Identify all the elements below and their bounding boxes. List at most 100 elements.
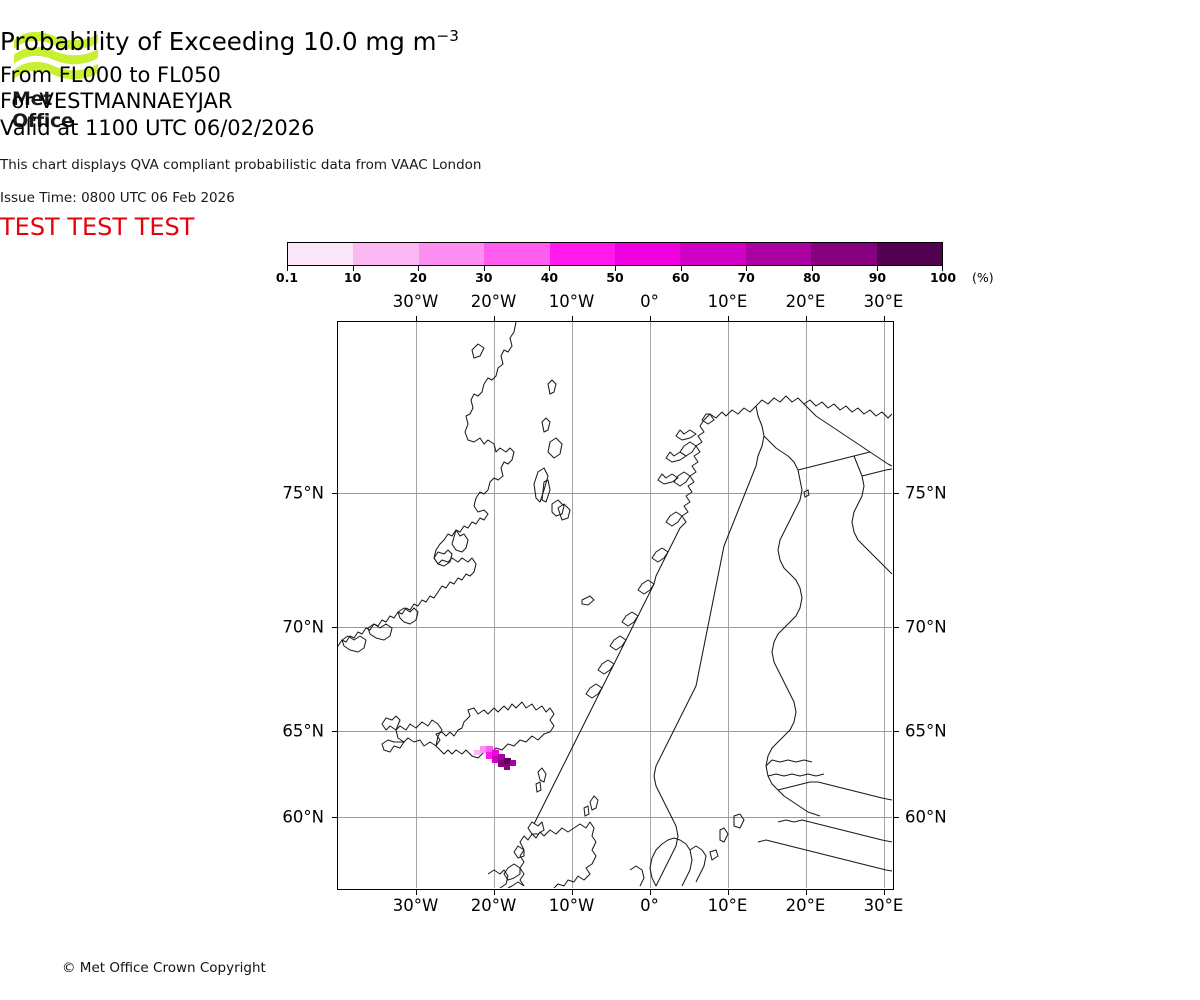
lat-tick-left-3 [332,816,337,818]
colorbar-band-2 [418,243,485,265]
colorbar-band-8 [811,243,877,265]
lat-tick-right-0 [894,492,899,494]
colorbar-label-20: 20 [409,270,427,285]
page-title-text: Probability of Exceeding 10.0 mg m [0,27,437,56]
lon-label-top-3: 0° [640,292,659,311]
valid-time: Valid at 1100 UTC 06/02/2026 [0,116,315,140]
lon-tick-top-4 [727,316,729,321]
colorbar-tick-40 [549,266,551,271]
lon-label-bottom-4: 10°E [707,896,748,915]
coastline-greenland [338,322,571,653]
lon-tick-top-5 [805,316,807,321]
lon-label-top-2: 10°W [548,292,595,311]
test-banner: TEST TEST TEST [0,213,195,241]
lon-tick-bottom-1 [493,890,495,895]
colorbar-label-70: 70 [737,270,755,285]
lon-tick-bottom-5 [805,890,807,895]
colorbar-band-3 [484,243,550,265]
colorbar-label-10: 10 [343,270,362,285]
lon-label-bottom-6: 30°E [863,896,904,915]
coastline-faroe-islands [583,795,599,817]
lat-label-left-3: 60°N [282,807,324,826]
logo-wordmark: Met Office [12,88,74,132]
lat-label-right-2: 65°N [905,721,947,740]
colorbar-band-4 [549,243,616,265]
lon-label-top-4: 10°E [707,292,748,311]
lat-label-left-0: 75°N [282,483,324,502]
colorbar-tick-80 [811,266,813,271]
coastline-scandinavia-baltic [629,403,892,887]
graticule-grid [338,322,892,888]
coastline-bear-island [803,489,810,498]
lon-label-bottom-2: 10°W [548,896,595,915]
volcano-name: For VESTMANNAEYJAR [0,89,233,113]
lon-tick-top-0 [415,316,417,321]
page-title: Probability of Exceeding 10.0 mg m−3 [0,27,1200,57]
lon-tick-bottom-0 [415,890,417,895]
lon-label-bottom-3: 0° [640,896,659,915]
colorbar-tick-20 [418,266,420,271]
lon-label-bottom-5: 20°E [785,896,826,915]
colorbar-band-1 [353,243,419,265]
map-plot-area[interactable] [337,321,894,890]
lat-tick-left-1 [332,626,337,628]
colorbar-label-80: 80 [803,270,821,285]
qva-compliance-note: This chart displays QVA compliant probab… [0,157,482,173]
lat-tick-right-2 [894,730,899,732]
colorbar-tick-0.1 [287,266,288,271]
ash-plume-overlay [474,746,516,770]
colorbar-tick-60 [680,266,682,271]
colorbar-band-9 [876,243,943,265]
lon-tick-bottom-6 [883,890,885,895]
lat-label-left-1: 70°N [282,617,324,636]
met-office-logo: Met Office [12,28,112,132]
lat-tick-right-1 [894,626,899,628]
lat-tick-left-2 [332,730,337,732]
colorbar-label-40: 40 [540,270,559,285]
flight-level-range: From FL000 to FL050 [0,63,221,87]
issue-time: Issue Time: 0800 UTC 06 Feb 2026 [0,190,235,206]
colorbar-gradient [287,242,943,266]
lon-label-bottom-0: 30°W [392,896,439,915]
lon-label-top-5: 20°E [785,292,826,311]
coastline-norway [533,395,892,825]
colorbar-tick-10 [352,266,354,271]
colorbar-tick-100 [942,266,943,271]
colorbar-units-label: (%) [972,270,994,285]
colorbar-tick-70 [746,266,748,271]
lon-label-top-0: 30°W [392,292,439,311]
colorbar-band-5 [615,243,681,265]
lat-label-right-0: 75°N [905,483,947,502]
lat-label-right-1: 70°N [905,617,947,636]
lon-tick-bottom-3 [649,890,651,895]
colorbar-band-7 [745,243,812,265]
lon-label-top-6: 30°E [863,292,904,311]
colorbar-label-100: 100 [929,270,957,285]
colorbar-band-6 [680,243,746,265]
colorbar-label-60: 60 [671,270,690,285]
probability-colorbar: 0.1 10 20 30 40 50 60 70 80 90 100 [276,242,956,285]
met-office-wave-icon [14,31,98,80]
lon-tick-top-2 [571,316,573,321]
colorbar-label-90: 90 [868,270,887,285]
lat-tick-left-0 [332,492,337,494]
colorbar-band-0 [288,243,354,265]
lon-label-top-1: 20°W [470,292,517,311]
lon-tick-top-6 [883,316,885,321]
lon-tick-bottom-4 [727,890,729,895]
copyright-notice: © Met Office Crown Copyright [62,960,266,976]
lat-label-left-2: 65°N [282,721,324,740]
lat-label-right-3: 60°N [905,807,947,826]
colorbar-tick-50 [615,266,616,271]
coastline-shetland [535,767,547,793]
lat-tick-right-3 [894,816,899,818]
lon-tick-top-1 [493,316,495,321]
coastline-british-isles [487,821,597,888]
colorbar-label-50: 50 [606,270,624,285]
map-canvas [338,322,892,888]
coastline-iceland [381,701,555,759]
colorbar-label-0.1: 0.1 [275,270,299,285]
lon-label-bottom-1: 20°W [470,896,517,915]
coastline-jan-mayen [581,595,595,606]
page-title-exponent: −3 [436,26,459,45]
